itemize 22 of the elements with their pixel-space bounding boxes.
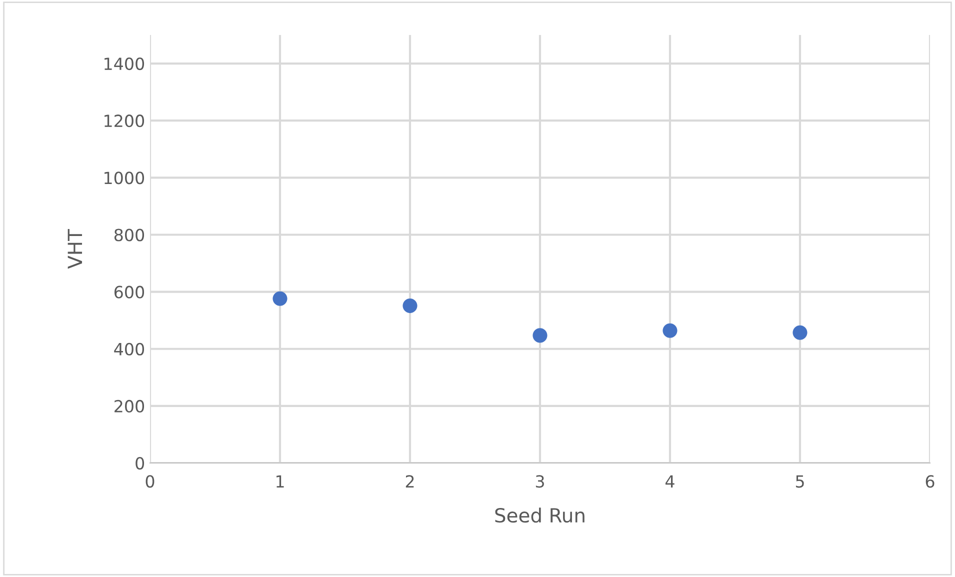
x-tick-label: 0 [146, 475, 154, 488]
x-tick-label: 1 [276, 475, 284, 488]
x-tick-label: 6 [926, 475, 934, 488]
point [532, 328, 548, 343]
x-tick-label: 3 [536, 475, 544, 488]
point [402, 298, 418, 314]
y-tick-label: 800 [114, 228, 144, 242]
y-tick-label: 400 [114, 342, 144, 356]
point [272, 291, 288, 306]
y-tick-label: 200 [114, 400, 144, 412]
point [662, 323, 678, 338]
x-tick-label: 2 [406, 475, 414, 488]
y-tick-label: 0 [136, 456, 144, 470]
x-tick-label: 5 [796, 475, 804, 488]
point [792, 325, 808, 340]
y-tick-label: 1400 [104, 57, 144, 70]
y-axis-title: VHT [68, 229, 82, 269]
x-axis-title: Seed Run [495, 508, 584, 523]
y-tick-label: 1200 [104, 114, 144, 128]
y-tick-label: 600 [114, 286, 144, 298]
x-tick-label: 4 [666, 475, 674, 488]
y-tick-label: 1000 [104, 172, 144, 184]
